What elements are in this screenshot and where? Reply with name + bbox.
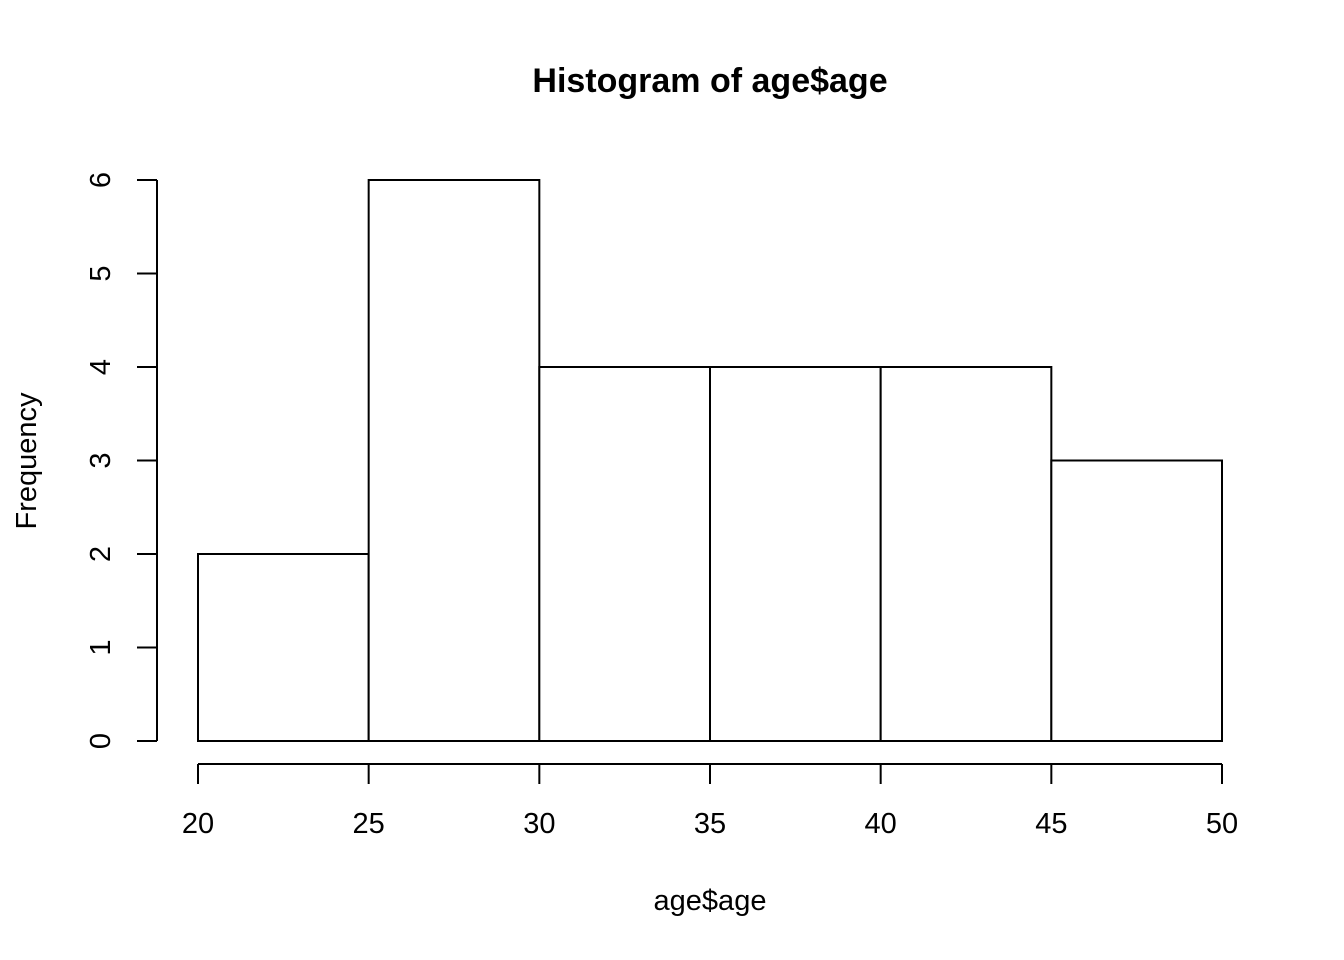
y-tick-label: 0 [85, 733, 117, 749]
histogram-bar-30-35 [538, 366, 711, 742]
y-tick-label: 6 [85, 172, 117, 188]
histogram-bar-20-25 [197, 553, 370, 742]
x-tick-label: 45 [1035, 808, 1067, 840]
y-tick-label: 2 [85, 546, 117, 562]
x-tick-label: 40 [865, 808, 897, 840]
x-tick-label: 25 [353, 808, 385, 840]
histogram-bar-45-50 [1050, 459, 1224, 742]
y-tick-label: 5 [85, 265, 117, 281]
x-tick-label: 50 [1206, 808, 1238, 840]
chart-title: Histogram of age$age [532, 62, 887, 100]
x-axis-label: age$age [654, 885, 767, 917]
x-tick-label: 30 [523, 808, 555, 840]
y-axis: 0 1 2 3 4 5 6 [85, 172, 158, 749]
y-tick-label: 1 [85, 639, 117, 655]
x-axis: 20 25 30 35 40 45 50 [182, 763, 1238, 840]
bars-group [197, 179, 1224, 742]
x-tick-label: 20 [182, 808, 214, 840]
y-axis-label: Frequency [11, 392, 43, 530]
histogram-bar-40-45 [879, 366, 1053, 742]
y-tick-label: 4 [85, 359, 117, 375]
histogram-bar-25-30 [367, 179, 541, 742]
histogram-bar-35-40 [709, 366, 882, 742]
x-tick-label: 35 [694, 808, 726, 840]
y-tick-label: 3 [85, 452, 117, 468]
